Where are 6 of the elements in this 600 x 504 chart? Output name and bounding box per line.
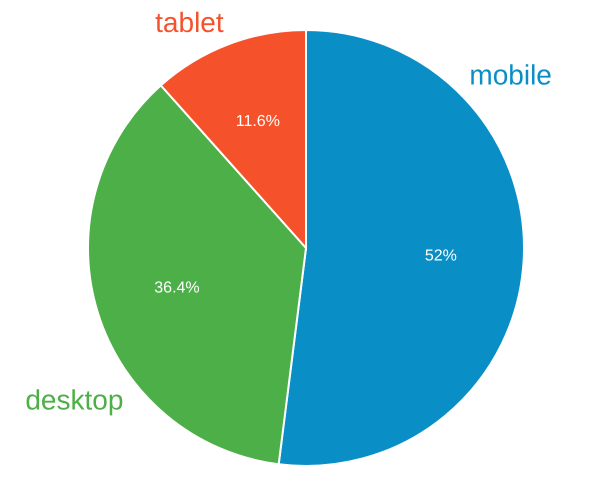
- slice-label: desktop: [25, 384, 124, 416]
- data-label: 52%: [424, 248, 457, 265]
- data-label: 11.6%: [236, 112, 280, 130]
- slice-label: mobile: [469, 60, 552, 91]
- slice-label: tablet: [155, 7, 224, 38]
- data-label: 36.4%: [154, 279, 200, 296]
